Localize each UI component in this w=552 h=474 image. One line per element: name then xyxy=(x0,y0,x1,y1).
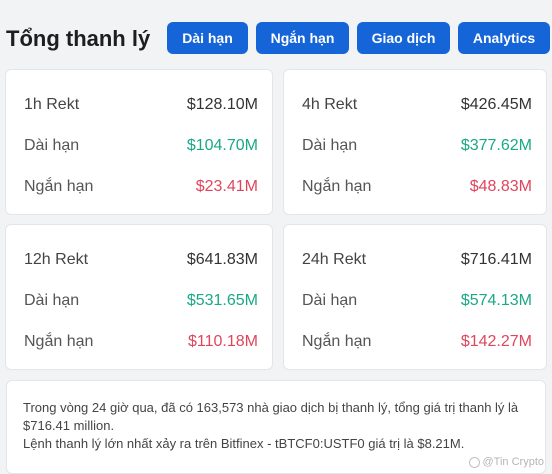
card-12h-rekt: 12h Rekt $641.83M Dài hạn $531.65M Ngắn … xyxy=(5,224,273,370)
long-label: Dài hạn xyxy=(302,137,358,154)
watermark: @Tin Crypto xyxy=(468,456,545,468)
summary-line-2: Lệnh thanh lý lớn nhất xảy ra trên Bitfi… xyxy=(23,436,465,451)
short-value: $48.83M xyxy=(469,178,532,195)
summary-line-1: Trong vòng 24 giờ qua, đã có 163,573 nhà… xyxy=(23,400,519,433)
card-header-row: 24h Rekt $716.41M xyxy=(302,249,532,271)
card-title: 24h Rekt xyxy=(302,251,367,268)
long-row: Dài hạn $377.62M xyxy=(302,135,532,157)
tab-short[interactable]: Ngắn hạn xyxy=(256,22,349,54)
long-label: Dài hạn xyxy=(302,292,358,309)
short-label: Ngắn hạn xyxy=(24,178,94,195)
tab-trades[interactable]: Giao dịch xyxy=(357,22,450,54)
card-1h-rekt: 1h Rekt $128.10M Dài hạn $104.70M Ngắn h… xyxy=(5,69,273,215)
long-label: Dài hạn xyxy=(24,292,80,309)
long-value: $377.62M xyxy=(460,137,532,154)
total-value: $641.83M xyxy=(186,251,258,268)
page-title: Tổng thanh lý xyxy=(6,26,151,51)
long-row: Dài hạn $531.65M xyxy=(24,290,258,312)
card-header-row: 12h Rekt $641.83M xyxy=(24,249,258,271)
liquidation-summary: Trong vòng 24 giờ qua, đã có 163,573 nhà… xyxy=(6,380,546,474)
short-value: $23.41M xyxy=(195,178,258,195)
short-row: Ngắn hạn $23.41M xyxy=(24,176,258,198)
short-label: Ngắn hạn xyxy=(302,333,372,350)
tab-long[interactable]: Dài hạn xyxy=(167,22,248,54)
short-value: $110.18M xyxy=(188,333,258,350)
card-title: 1h Rekt xyxy=(24,96,80,113)
long-row: Dài hạn $104.70M xyxy=(24,135,258,157)
short-row: Ngắn hạn $110.18M xyxy=(24,331,258,353)
total-value: $716.41M xyxy=(460,251,532,268)
watermark-icon xyxy=(468,456,480,468)
header: Tổng thanh lý Dài hạn Ngắn hạn Giao dịch… xyxy=(0,0,552,64)
long-label: Dài hạn xyxy=(24,137,80,154)
card-header-row: 4h Rekt $426.45M xyxy=(302,94,532,116)
short-row: Ngắn hạn $142.27M xyxy=(302,331,532,353)
total-value: $128.10M xyxy=(186,96,258,113)
card-title: 12h Rekt xyxy=(24,251,89,268)
card-24h-rekt: 24h Rekt $716.41M Dài hạn $574.13M Ngắn … xyxy=(283,224,547,370)
card-header-row: 1h Rekt $128.10M xyxy=(24,94,258,116)
short-label: Ngắn hạn xyxy=(302,178,372,195)
short-label: Ngắn hạn xyxy=(24,333,94,350)
card-title: 4h Rekt xyxy=(302,96,358,113)
watermark-text: @Tin Crypto xyxy=(482,456,545,468)
long-value: $104.70M xyxy=(186,137,258,154)
short-value: $142.27M xyxy=(460,333,532,350)
total-value: $426.45M xyxy=(460,96,532,113)
long-row: Dài hạn $574.13M xyxy=(302,290,532,312)
long-value: $574.13M xyxy=(460,292,532,309)
tab-analytics[interactable]: Analytics xyxy=(458,22,550,54)
long-value: $531.65M xyxy=(186,292,258,309)
short-row: Ngắn hạn $48.83M xyxy=(302,176,532,198)
card-4h-rekt: 4h Rekt $426.45M Dài hạn $377.62M Ngắn h… xyxy=(283,69,547,215)
